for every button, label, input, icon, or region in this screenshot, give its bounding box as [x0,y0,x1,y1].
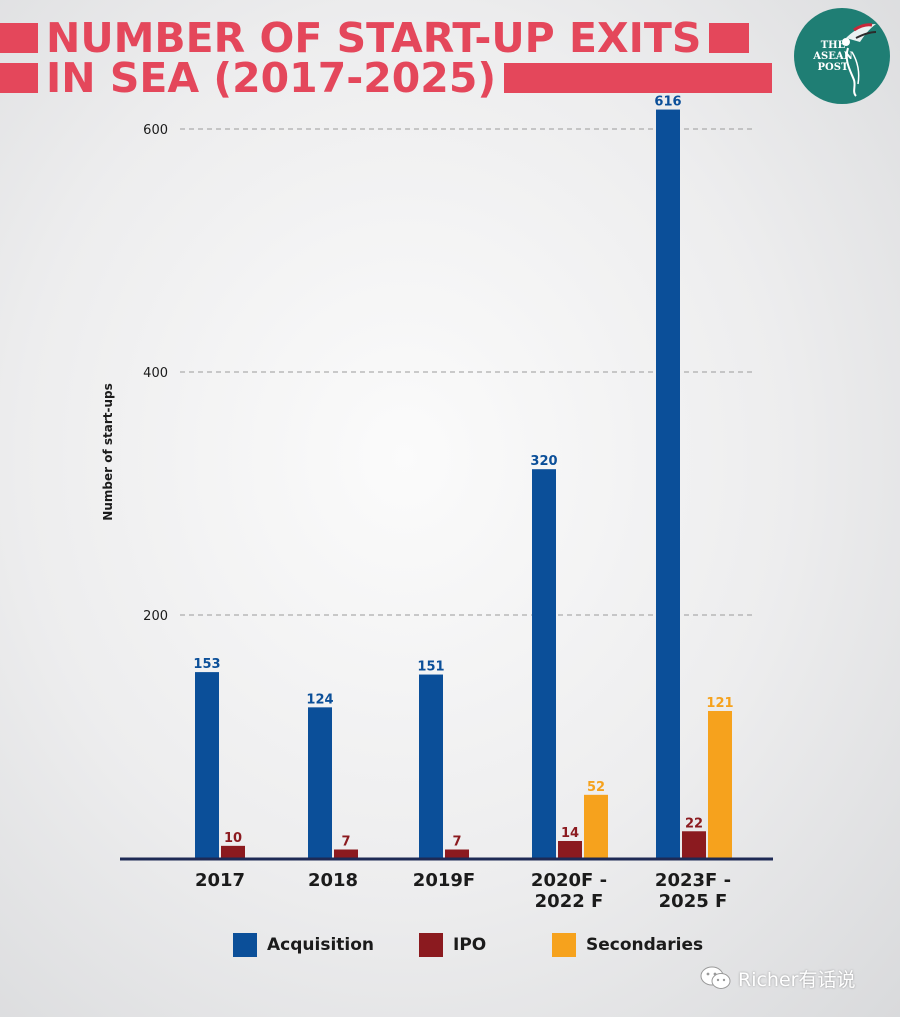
data-label-ipo: 22 [685,816,703,831]
bar-chart: 200 400 600 Number of start-ups 153 124 151 320… [101,95,773,912]
x-tick-label: 2018 [308,870,358,891]
data-label-acquisition: 124 [306,692,333,707]
title-accent-bar [504,63,773,93]
legend-swatch-ipo [419,933,443,957]
legend-label-secondaries: Secondaries [586,935,704,955]
data-label-acquisition: 616 [654,95,681,110]
chart-title-line-1: NUMBER OF START-UP EXITS [46,14,702,62]
legend-swatch-secondaries [552,933,576,957]
data-label-ipo: 7 [341,834,350,849]
legend-item-acquisition: Acquisition [233,932,374,958]
legend-item-ipo: IPO [419,932,486,958]
data-label-ipo: 10 [224,831,242,846]
chart-title-line-2: IN SEA (2017-2025) [46,54,497,102]
data-label-secondaries: 121 [706,696,733,711]
y-tick-label: 200 [143,609,168,624]
bar-acquisition [308,707,332,858]
legend-item-secondaries: Secondaries [552,932,703,958]
title-line-1: NUMBER OF START-UP EXITS [0,14,750,62]
bar-ipo [682,831,706,858]
bar-ipo [558,840,582,858]
title-accent-bar [0,23,38,53]
title-line-2: IN SEA (2017-2025) [0,54,773,102]
watermark-text: Richer有话说 [738,968,856,991]
x-tick-label: 2023F - [655,870,731,891]
y-axis-label: Number of start-ups [101,383,115,520]
x-tick-label: 2019F [413,870,475,891]
legend-label-acquisition: Acquisition [267,935,375,955]
data-label-ipo: 7 [452,834,461,849]
bar-ipo [334,849,358,858]
x-tick-label: 2025 F [659,891,728,912]
legend-swatch-acquisition [233,933,257,957]
data-label-secondaries: 52 [587,780,605,795]
legend-label-ipo: IPO [453,935,487,955]
watermark: Richer有话说 [700,963,855,993]
data-label-ipo: 14 [561,826,579,841]
bar-ipo [221,845,245,858]
y-tick-label: 400 [143,366,168,381]
asean-post-logo: THE ASEAN POST [794,8,890,104]
bar-acquisition [656,109,680,858]
data-label-acquisition: 151 [417,660,444,675]
y-tick-label: 600 [143,123,168,138]
wechat-icon [700,966,731,989]
x-tick-label: 2022 F [535,891,604,912]
bird-icon [842,23,877,97]
bar-acquisition [419,674,443,858]
bar-secondaries [584,794,608,858]
data-label-acquisition: 153 [193,657,220,672]
x-tick-label: 2020F - [531,870,607,891]
x-tick-label: 2017 [195,870,245,891]
bar-ipo [445,849,469,858]
title-accent-bar [0,63,38,93]
logo-text: THE ASEAN POST [813,39,853,73]
data-label-acquisition: 320 [530,454,557,469]
title-accent-bar [709,23,750,53]
bar-acquisition [195,672,219,858]
bar-acquisition [532,469,556,858]
bar-secondaries [708,710,732,858]
